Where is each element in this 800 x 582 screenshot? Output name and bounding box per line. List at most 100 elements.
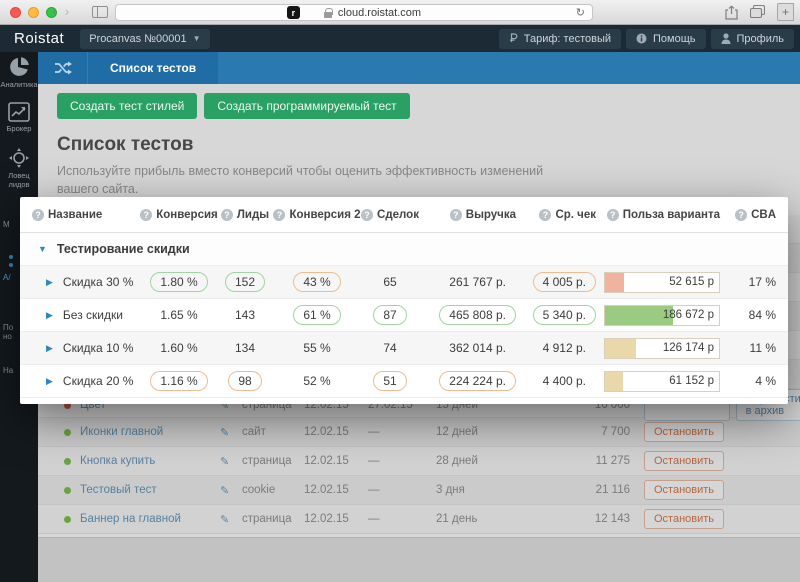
help-icon[interactable]: ? bbox=[539, 208, 552, 221]
help-icon[interactable]: ? bbox=[273, 208, 286, 221]
sidebar-item-fragment[interactable]: но bbox=[3, 332, 12, 341]
benefit-bar: 61 152 р bbox=[604, 370, 720, 392]
benefit-value: 61 152 р bbox=[669, 374, 714, 387]
end-date: — bbox=[368, 513, 380, 525]
conversion-value: 1.16 % bbox=[150, 371, 208, 391]
avg-check-value: 4 912 р. bbox=[542, 341, 586, 355]
help-icon[interactable]: ? bbox=[735, 208, 748, 221]
duration: 12 дней bbox=[436, 426, 478, 438]
edit-pencil-icon[interactable]: ✎ bbox=[220, 455, 230, 468]
address-bar[interactable]: r cloud.roistat.com ↻ bbox=[115, 4, 593, 21]
sidebar-item-fragment[interactable]: По bbox=[3, 323, 14, 332]
test-group-row[interactable]: ▼ Тестирование скидки bbox=[20, 233, 788, 266]
ab-tests-icon-tab[interactable] bbox=[38, 52, 88, 84]
expand-caret-icon[interactable]: ▶ bbox=[46, 342, 53, 353]
ruble-icon bbox=[509, 33, 518, 42]
col-leads: Лиды bbox=[236, 208, 270, 221]
sidebar-item-fragment-active[interactable]: А/ bbox=[3, 273, 11, 282]
test-name-link[interactable]: Тестовый тест bbox=[80, 484, 157, 496]
sidebar-item-fragment[interactable]: М bbox=[3, 220, 10, 229]
project-name: Procanvas №00001 bbox=[89, 32, 187, 45]
tariff-button[interactable]: Тариф: тестовый bbox=[498, 28, 621, 49]
expand-caret-icon[interactable]: ▶ bbox=[46, 309, 53, 320]
test-name-link[interactable]: Баннер на главной bbox=[80, 513, 181, 525]
duration: 21 день bbox=[436, 513, 478, 525]
chevron-down-icon: ▼ bbox=[192, 34, 201, 43]
leads-value: 152 bbox=[224, 272, 266, 292]
table-row: Иконки главной ✎ сайт 12.02.15 — 12 дней… bbox=[38, 418, 800, 447]
test-name-link[interactable]: Кнопка купить bbox=[80, 455, 156, 467]
test-type: страница bbox=[242, 513, 292, 525]
stop-button[interactable]: Остановить bbox=[644, 509, 725, 529]
sidebar: Аналитика Брокер Ловец лидов М А/ По но … bbox=[0, 52, 38, 582]
help-icon[interactable]: ? bbox=[361, 208, 374, 221]
cba-value: 11 % bbox=[749, 341, 776, 355]
status-dot-running bbox=[64, 457, 71, 465]
col-revenue: Выручка bbox=[465, 208, 516, 221]
start-date: 12.02.15 bbox=[304, 455, 349, 467]
create-programmable-test-button[interactable]: Создать программируемый тест bbox=[204, 93, 410, 119]
sidebar-item-broker[interactable]: Брокер bbox=[0, 102, 38, 133]
zoom-window-button[interactable] bbox=[46, 7, 57, 18]
variant-row: ▶ Скидка 30 % 1.80 % 152 43 % 65 261 767 … bbox=[20, 266, 788, 299]
conversion-value: 1.80 % bbox=[150, 272, 208, 292]
edit-pencil-icon[interactable]: ✎ bbox=[220, 399, 230, 412]
expand-caret-icon[interactable]: ▶ bbox=[46, 276, 53, 287]
sidebar-item-label: Брокер bbox=[6, 124, 32, 133]
stop-button[interactable]: Остановить bbox=[644, 480, 725, 500]
tab-test-list[interactable]: Список тестов bbox=[88, 52, 219, 84]
sidebar-item-fragment[interactable]: На bbox=[3, 366, 14, 375]
table-row: Тестовый тест ✎ cookie 12.02.15 — 3 дня … bbox=[38, 476, 800, 505]
variant-name: Скидка 30 % bbox=[62, 275, 134, 289]
table-row: Кнопка купить ✎ страница 12.02.15 — 28 д… bbox=[38, 447, 800, 476]
avg-check-value: 4 005 р. bbox=[532, 272, 596, 292]
reload-icon[interactable]: ↻ bbox=[575, 7, 585, 19]
col-avg-check: Ср. чек bbox=[555, 208, 596, 221]
share-icon[interactable] bbox=[725, 5, 738, 20]
stop-button[interactable]: Остановить bbox=[644, 422, 725, 442]
help-icon[interactable]: ? bbox=[449, 208, 462, 221]
benefit-bar: 126 174 р bbox=[604, 337, 720, 359]
avg-check-value: 4 400 р. bbox=[542, 374, 586, 388]
benefit-bar: 52 615 р bbox=[604, 271, 720, 293]
window-controls bbox=[10, 7, 57, 18]
profile-button[interactable]: Профиль bbox=[710, 28, 794, 49]
sidebar-toggle-icon[interactable] bbox=[92, 6, 108, 18]
edit-pencil-icon[interactable]: ✎ bbox=[220, 513, 230, 526]
sidebar-item-leadcatcher[interactable]: Ловец лидов bbox=[0, 147, 38, 190]
status-dot-stopped bbox=[64, 401, 71, 409]
benefit-value: 52 615 р bbox=[669, 275, 714, 288]
variant-name: Без скидки bbox=[62, 308, 123, 322]
roistat-logo: Roistat bbox=[14, 30, 65, 47]
end-date: — bbox=[368, 426, 380, 438]
visitors-count: 7 700 bbox=[601, 426, 630, 438]
new-tab-button[interactable]: + bbox=[777, 3, 794, 21]
collapse-caret-icon[interactable]: ▼ bbox=[38, 244, 47, 254]
test-name-link[interactable]: Иконки главной bbox=[80, 426, 164, 438]
stop-button[interactable]: Остановить bbox=[644, 451, 725, 471]
status-dot-running bbox=[64, 428, 71, 436]
project-dropdown[interactable]: Procanvas №00001 ▼ bbox=[80, 28, 210, 49]
close-window-button[interactable] bbox=[10, 7, 21, 18]
create-style-test-button[interactable]: Создать тест стилей bbox=[57, 93, 198, 119]
avg-check-value: 5 340 р. bbox=[532, 305, 596, 325]
tab-overview-icon[interactable] bbox=[750, 5, 765, 19]
page-title: Список тестов bbox=[57, 134, 194, 155]
minimize-window-button[interactable] bbox=[28, 7, 39, 18]
edit-pencil-icon[interactable]: ✎ bbox=[220, 426, 230, 439]
help-icon[interactable]: ? bbox=[32, 208, 44, 221]
lock-icon bbox=[323, 7, 333, 18]
sidebar-item-label: Ловец лидов bbox=[8, 171, 30, 190]
help-icon[interactable]: ? bbox=[140, 208, 153, 221]
visitors-count: 21 116 bbox=[595, 484, 630, 496]
expand-caret-icon[interactable]: ▶ bbox=[46, 375, 53, 386]
help-button[interactable]: Помощь bbox=[626, 28, 706, 49]
help-icon[interactable]: ? bbox=[606, 208, 619, 221]
sidebar-item-analytics[interactable]: Аналитика bbox=[0, 56, 38, 89]
forward-button[interactable]: › bbox=[64, 3, 70, 19]
end-date: — bbox=[368, 455, 380, 467]
tab-bar: Список тестов bbox=[38, 52, 800, 84]
edit-pencil-icon[interactable]: ✎ bbox=[220, 484, 230, 497]
help-icon[interactable]: ? bbox=[220, 208, 233, 221]
back-button[interactable]: ‹ bbox=[52, 3, 57, 19]
